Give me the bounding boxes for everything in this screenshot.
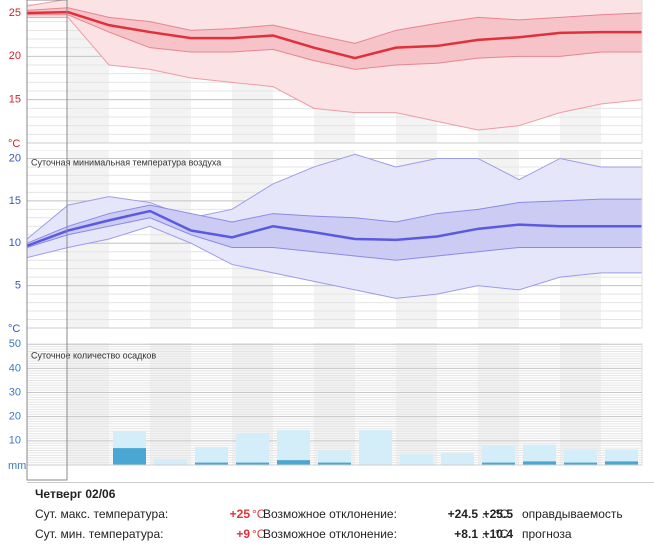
bar <box>236 433 269 465</box>
y-tick-label: 20 <box>9 411 21 423</box>
bar <box>605 461 638 465</box>
band-edge <box>27 153 642 240</box>
dev-from: +24.5 <box>447 507 478 521</box>
y-tick-label: 40 <box>9 362 21 374</box>
y-tick-label: 5 <box>15 280 21 292</box>
dev-label: Возможное отклонение: <box>263 527 397 541</box>
row-label: Сут. мин. температура: <box>35 527 164 541</box>
panel <box>27 343 642 465</box>
dev-label: Возможное отклонение: <box>263 507 397 521</box>
band-area <box>27 199 642 261</box>
dev-unit: °C <box>495 507 509 521</box>
unit: °C <box>252 507 266 521</box>
chart-title: Суточная минимальная температура воздуха <box>31 157 221 167</box>
panel <box>27 0 642 143</box>
y-tick-label: 20 <box>9 152 21 164</box>
bar <box>482 445 515 465</box>
dev-to: +10.4 <box>482 527 513 541</box>
note: оправдываемость <box>522 507 623 521</box>
bar <box>523 444 556 465</box>
bar <box>236 462 269 465</box>
median-line <box>27 10 642 60</box>
value: +25 <box>229 507 250 521</box>
date: Четверг 02/06 <box>35 487 116 501</box>
bar <box>441 452 474 465</box>
bar <box>359 429 392 465</box>
y-tick-label: 15 <box>9 94 21 106</box>
bar <box>154 458 187 465</box>
y-tick-label: 30 <box>9 386 21 398</box>
bar <box>277 460 310 465</box>
row-label: Сут. макс. температура: <box>35 507 169 521</box>
bar <box>605 449 638 465</box>
bar <box>195 446 228 465</box>
y-unit: mm <box>8 460 26 472</box>
bar <box>318 462 351 465</box>
band-area <box>27 7 642 70</box>
bar <box>195 462 228 465</box>
dev-from: +8.1 <box>454 527 478 541</box>
band-edge <box>27 217 642 261</box>
y-tick-label: 20 <box>9 50 21 62</box>
bar <box>277 429 310 465</box>
band-edge <box>27 14 642 70</box>
band-edge <box>27 16 642 131</box>
panel <box>27 150 642 328</box>
median-line <box>27 209 642 247</box>
charts: 15 20 25 °C 5 10 15 20 °C Суточная минимальная те… <box>8 0 643 481</box>
dev-dots: … <box>481 527 493 541</box>
y-tick-label: 15 <box>9 195 21 207</box>
dev-unit: °C <box>495 527 509 541</box>
dev-to: +25.5 <box>482 507 513 521</box>
value: +9 <box>236 527 250 541</box>
bar <box>113 448 146 465</box>
note: прогноза <box>522 527 572 541</box>
y-tick-label: 10 <box>9 435 21 447</box>
y-unit: °C <box>8 138 20 150</box>
y-tick-label: 50 <box>9 338 21 350</box>
info-panel: Четверг 02/06 Сут. макс. температура: +25… <box>27 482 654 545</box>
unit: °C <box>252 527 266 541</box>
bar <box>400 454 433 465</box>
bar <box>523 461 556 465</box>
y-unit: °C <box>8 323 20 335</box>
selected-day <box>26 0 68 481</box>
bar <box>564 449 597 465</box>
band-edge <box>27 198 642 244</box>
band-edge <box>27 225 642 299</box>
bar <box>482 462 515 465</box>
bar <box>318 450 351 465</box>
band-edge <box>27 7 642 44</box>
y-tick-label: 10 <box>9 237 21 249</box>
bar <box>564 462 597 465</box>
dev-dots: … <box>481 507 493 521</box>
chart-title: Суточное количество осадков <box>31 350 156 360</box>
y-tick-label: 25 <box>9 7 21 19</box>
